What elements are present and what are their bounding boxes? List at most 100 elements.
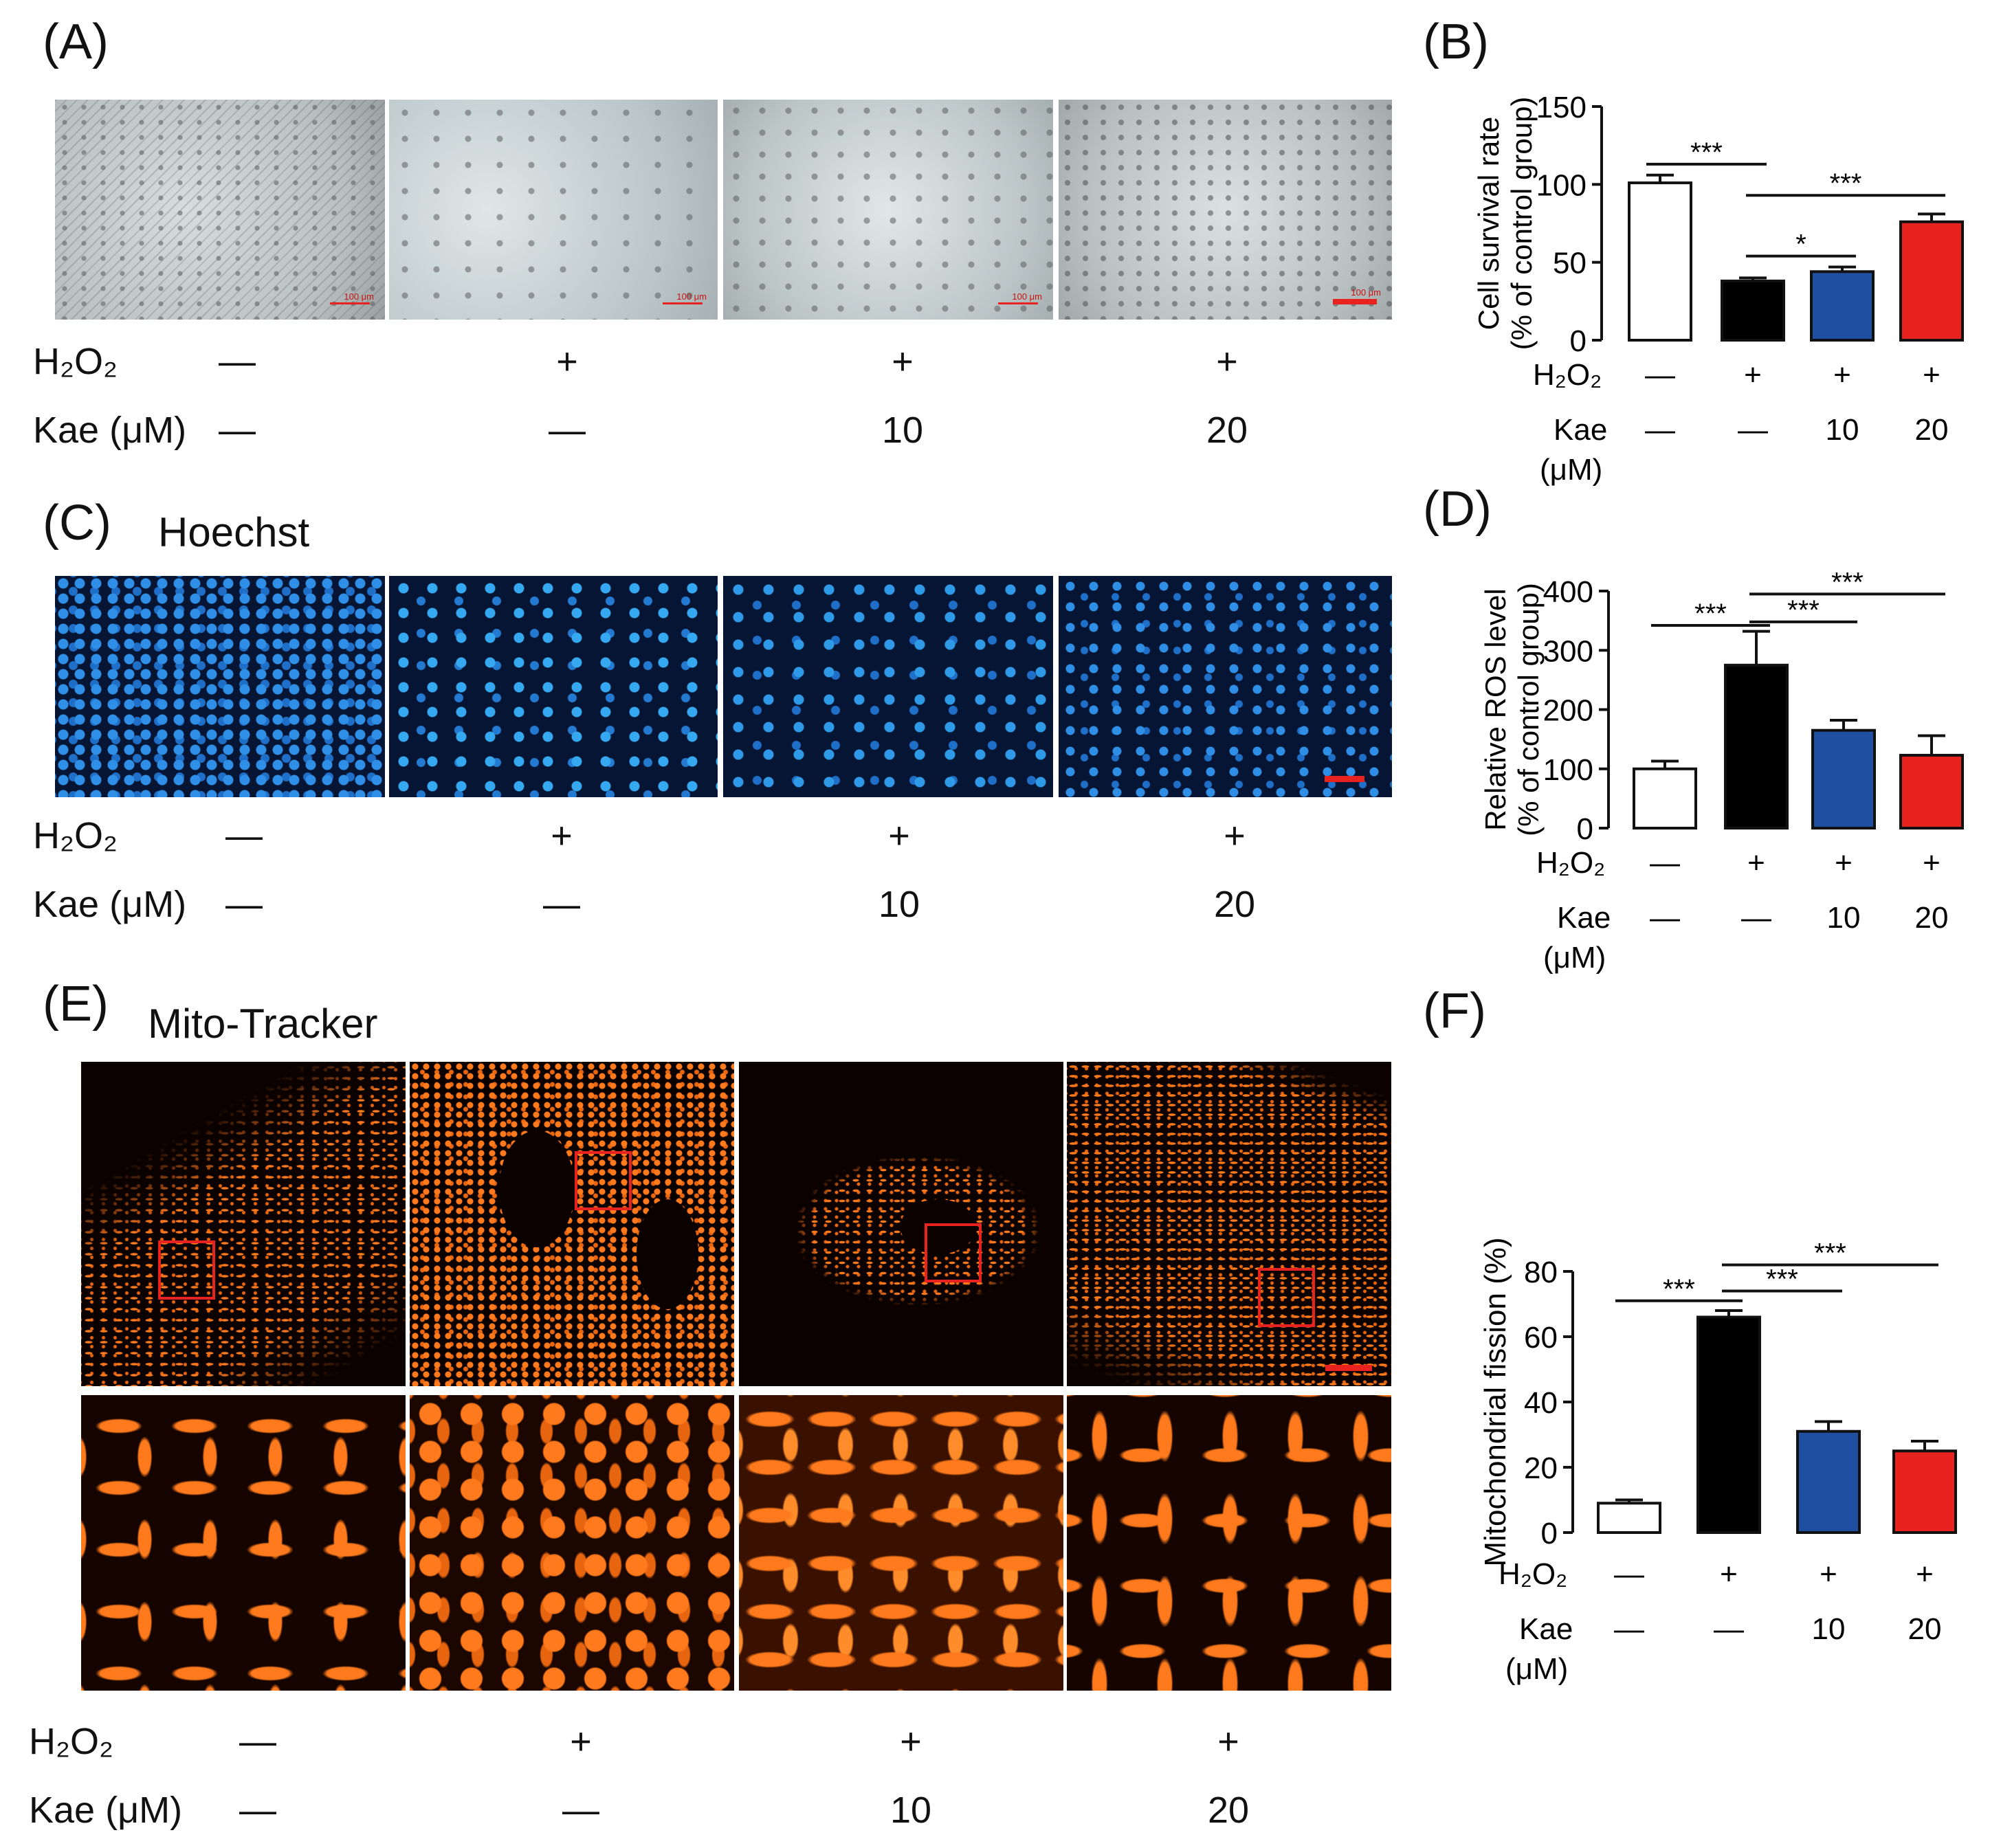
panel-label-f: (F) [1423, 983, 1486, 1038]
panel-label-c: (C) [43, 496, 111, 550]
y-tick-label: 50 [1553, 247, 1587, 280]
y-axis-label: Cell survival rate [1472, 117, 1505, 330]
h2o2-cond: + [1835, 846, 1853, 880]
scale-bar [330, 302, 370, 304]
h2o2-cond: — [219, 341, 256, 382]
h2o2-cond: + [570, 1721, 592, 1762]
h2o2-cond: + [551, 815, 573, 856]
kae-label-c: Kae (μM) [33, 884, 187, 925]
kae-cond: 20 [1908, 1612, 1942, 1646]
y-tick-label: 400 [1543, 575, 1593, 609]
significance-label: *** [1694, 599, 1727, 629]
h2o2-cond: + [556, 341, 578, 382]
h2o2-cond: — [1650, 846, 1680, 880]
h2o2-cond: + [1923, 358, 1941, 392]
kae-unit-label: (μM) [1543, 941, 1606, 975]
scale-bar-label: 100 μm [344, 291, 374, 302]
zoom-region-box [925, 1223, 982, 1282]
mito-zoom-kae20 [1067, 1395, 1391, 1691]
significance-label: *** [1690, 137, 1723, 168]
h2o2-cond: + [888, 815, 910, 856]
h2o2-cond: — [1614, 1557, 1644, 1591]
bar [1597, 1502, 1661, 1534]
h2o2-cond: + [1923, 846, 1941, 880]
kae-unit-label: (μM) [1540, 453, 1602, 487]
kae-cond: — [1714, 1612, 1744, 1646]
mito-overview-h2o2 [410, 1062, 734, 1386]
kae-cond: 20 [1207, 1790, 1250, 1831]
y-axis-label-sub: (% of control group) [1505, 97, 1538, 350]
significance-label: *** [1787, 595, 1820, 625]
mito-overview-control [81, 1062, 406, 1386]
mito-overview-kae20 [1067, 1062, 1391, 1386]
kae-cond: 20 [1213, 884, 1256, 925]
chart-f: 0 20 40 60 80 Mitochondrial fission (%) *** ***… [1479, 1237, 1957, 1686]
mito-zoom-h2o2 [410, 1395, 734, 1691]
scale-bar [1333, 299, 1377, 304]
kae-cond: — [1738, 413, 1768, 447]
hoechst-image-control [55, 576, 385, 797]
h2o2-cond: + [1720, 1557, 1738, 1591]
h2o2-cond: + [1217, 1721, 1239, 1762]
kae-cond: — [1741, 901, 1771, 935]
h2o2-cond: + [1744, 358, 1762, 392]
h2o2-cond: — [239, 1721, 276, 1762]
h2o2-cond: + [1216, 341, 1238, 382]
h2o2-label: H₂O₂ [1536, 846, 1605, 880]
y-axis-label: Relative ROS level [1479, 588, 1512, 830]
hoechst-image-h2o2 [389, 576, 718, 797]
hoechst-image-kae10 [723, 576, 1053, 797]
h2o2-cond: + [1916, 1557, 1934, 1591]
kae-label-a: Kae (μM) [33, 410, 187, 451]
bar [1811, 728, 1876, 830]
y-axis-label: Mitochondrial fission (%) [1479, 1237, 1512, 1566]
h2o2-cond: + [1833, 358, 1851, 392]
bar [1810, 270, 1875, 342]
y-tick-label: 60 [1524, 1321, 1558, 1355]
h2o2-label-e: H₂O₂ [29, 1721, 113, 1762]
kae-label: Kae [1519, 1612, 1573, 1646]
kae-cond: — [239, 1790, 276, 1831]
kae-cond: 20 [1915, 413, 1949, 447]
y-tick-label: 300 [1543, 634, 1593, 668]
scale-bar-label: 100 μm [1351, 287, 1381, 298]
bar [1628, 181, 1692, 342]
kae-cond: 20 [1206, 410, 1248, 451]
h2o2-cond: + [1747, 846, 1765, 880]
kae-cond: — [562, 1790, 599, 1831]
panel-label-a: (A) [43, 14, 109, 69]
kae-cond: 10 [878, 884, 920, 925]
kae-cond: 10 [1827, 901, 1861, 935]
significance-label: *** [1766, 1265, 1798, 1295]
mito-zoom-control [81, 1395, 406, 1691]
kae-cond: — [549, 410, 586, 451]
panel-label-d: (D) [1423, 482, 1492, 537]
h2o2-cond: + [900, 1721, 922, 1762]
brightfield-image-control: 100 μm [55, 100, 385, 320]
y-tick-label: 100 [1543, 753, 1593, 787]
hoechst-image-kae20 [1059, 576, 1392, 797]
zoom-region-box [158, 1240, 215, 1300]
y-tick-label: 20 [1524, 1451, 1558, 1485]
h2o2-label: H₂O₂ [1499, 1557, 1567, 1591]
y-tick-label: 0 [1541, 1517, 1558, 1550]
h2o2-cond: — [1645, 358, 1675, 392]
bar [1796, 1429, 1861, 1534]
brightfield-image-kae20: 100 μm [1059, 100, 1392, 320]
h2o2-label-c: H₂O₂ [33, 815, 118, 856]
kae-cond: 10 [889, 1790, 932, 1831]
h2o2-cond: + [1820, 1557, 1837, 1591]
scale-bar [1325, 776, 1364, 782]
significance-label: *** [1830, 168, 1862, 199]
kae-unit-label: (μM) [1505, 1652, 1568, 1686]
kae-cond: 10 [881, 410, 924, 451]
h2o2-cond: + [1224, 815, 1246, 856]
kae-cond: 10 [1826, 413, 1859, 447]
bar [1696, 1315, 1761, 1534]
mito-overview-kae10 [739, 1062, 1063, 1386]
brightfield-image-kae10: 100 μm [723, 100, 1053, 320]
kae-cond: 10 [1812, 1612, 1846, 1646]
bar [1724, 663, 1789, 830]
scale-bar-label: 100 μm [1012, 291, 1042, 302]
